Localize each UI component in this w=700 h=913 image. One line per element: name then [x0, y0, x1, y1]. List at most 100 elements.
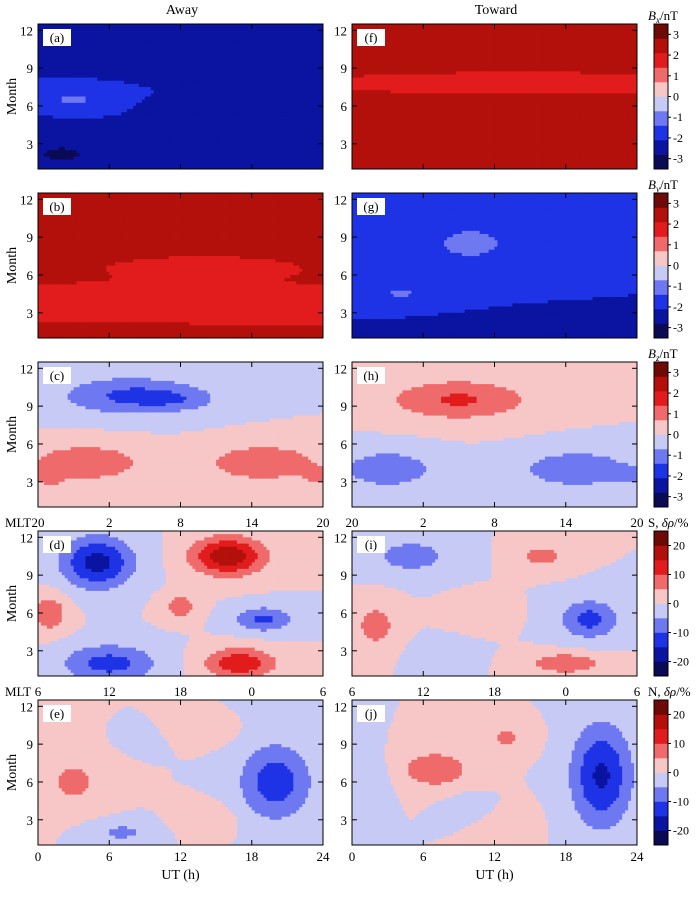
heatmap-cell: [207, 144, 210, 148]
heatmap-cell: [115, 150, 118, 154]
heatmap-cell: [276, 24, 279, 28]
heatmap-cell: [100, 52, 103, 56]
heatmap-cell: [106, 78, 109, 82]
heatmap-cell: [172, 30, 175, 34]
heatmap-cell: [62, 112, 65, 116]
heatmap-cell: [231, 37, 234, 41]
heatmap-cell: [290, 65, 293, 69]
heatmap-cell: [166, 49, 169, 53]
heatmap-cell: [252, 112, 255, 116]
heatmap-cell: [281, 122, 284, 126]
heatmap-cell: [94, 65, 97, 69]
heatmap-cell: [118, 134, 121, 138]
heatmap-cell: [130, 24, 133, 28]
heatmap-cell: [127, 103, 130, 107]
heatmap-cell: [130, 134, 133, 138]
heatmap-cell: [192, 87, 195, 91]
heatmap-cell: [234, 33, 237, 37]
heatmap-cell: [74, 144, 77, 148]
heatmap-cell: [118, 65, 121, 69]
heatmap-cell: [169, 160, 172, 164]
heatmap-cell: [163, 37, 166, 41]
heatmap-cell: [204, 46, 207, 50]
heatmap-cell: [186, 49, 189, 53]
heatmap-cell: [222, 150, 225, 154]
heatmap-cell: [74, 74, 77, 78]
heatmap-cell: [219, 30, 222, 34]
heatmap-cell: [53, 122, 56, 126]
heatmap-cell: [166, 103, 169, 107]
heatmap-cell: [41, 147, 44, 151]
heatmap-cell: [219, 106, 222, 110]
heatmap-cell: [252, 43, 255, 47]
heatmap-cell: [133, 24, 136, 28]
heatmap-cell: [192, 150, 195, 154]
heatmap-cell: [281, 43, 284, 47]
heatmap-cell: [139, 150, 142, 154]
heatmap-cell: [175, 103, 178, 107]
heatmap-cell: [270, 134, 273, 138]
heatmap-cell: [94, 131, 97, 135]
heatmap-cell: [249, 30, 252, 34]
heatmap-cell: [207, 93, 210, 97]
heatmap-cell: [77, 125, 80, 129]
heatmap-cell: [213, 78, 216, 82]
heatmap-cell: [201, 131, 204, 135]
heatmap-cell: [249, 87, 252, 91]
heatmap-cell: [151, 156, 154, 160]
heatmap-cell: [50, 163, 53, 167]
heatmap-cell: [204, 71, 207, 75]
heatmap-cell: [80, 147, 83, 151]
heatmap-cell: [299, 59, 302, 63]
heatmap-cell: [53, 160, 56, 164]
heatmap-cell: [278, 74, 281, 78]
heatmap-cell: [157, 109, 160, 113]
heatmap-cell: [88, 90, 91, 94]
heatmap-cell: [103, 56, 106, 60]
heatmap-cell: [207, 24, 210, 28]
heatmap-cell: [124, 150, 127, 154]
heatmap-cell: [59, 59, 62, 63]
heatmap-cell: [139, 27, 142, 31]
heatmap-cell: [234, 106, 237, 110]
heatmap-cell: [47, 119, 50, 123]
heatmap-cell: [181, 150, 184, 154]
heatmap-cell: [80, 93, 83, 97]
heatmap-cell: [228, 147, 231, 151]
heatmap-cell: [293, 112, 296, 116]
heatmap-cell: [299, 100, 302, 104]
heatmap-cell: [225, 97, 228, 101]
heatmap-cell: [151, 115, 154, 119]
heatmap-cell: [148, 37, 151, 41]
heatmap-cell: [270, 84, 273, 88]
heatmap-cell: [121, 106, 124, 110]
heatmap-cell: [216, 156, 219, 160]
heatmap-cell: [169, 115, 172, 119]
heatmap-cell: [296, 141, 299, 145]
heatmap-cell: [240, 128, 243, 132]
heatmap-cell: [142, 78, 145, 82]
heatmap-cell: [47, 137, 50, 141]
heatmap-cell: [296, 109, 299, 113]
heatmap-cell: [106, 84, 109, 88]
heatmap-cell: [139, 71, 142, 75]
heatmap-cell: [124, 37, 127, 41]
heatmap-cell: [68, 71, 71, 75]
heatmap-cell: [225, 90, 228, 94]
heatmap-cell: [243, 65, 246, 69]
heatmap-cell: [281, 160, 284, 164]
heatmap-cell: [264, 131, 267, 135]
heatmap-cell: [112, 65, 115, 69]
heatmap-cell: [207, 46, 210, 50]
heatmap-cell: [225, 125, 228, 129]
heatmap-cell: [183, 24, 186, 28]
heatmap-cell: [91, 100, 94, 104]
heatmap-cell: [151, 87, 154, 91]
heatmap-cell: [59, 68, 62, 72]
heatmap-cell: [222, 37, 225, 41]
heatmap-cell: [118, 128, 121, 132]
heatmap-cell: [59, 147, 62, 151]
heatmap-cell: [112, 147, 115, 151]
heatmap-cell: [234, 24, 237, 28]
heatmap-cell: [88, 56, 91, 60]
